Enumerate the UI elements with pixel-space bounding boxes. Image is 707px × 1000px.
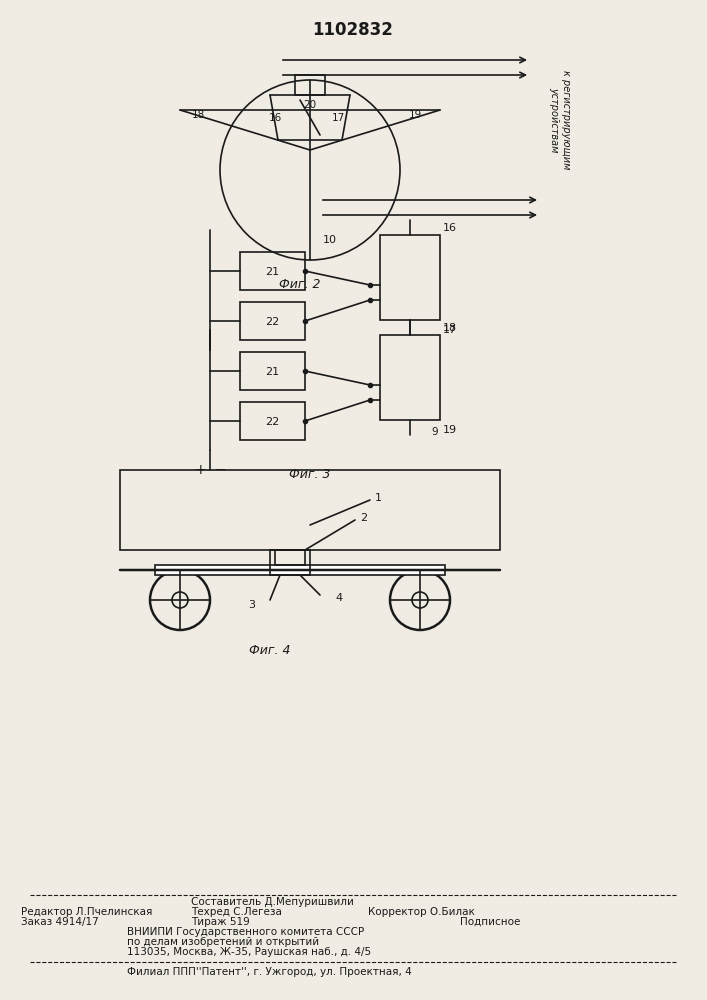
Text: Подписное: Подписное (460, 917, 520, 927)
Text: по делам изобретений и открытий: по делам изобретений и открытий (127, 937, 320, 947)
Text: 17: 17 (443, 325, 457, 335)
Text: 2: 2 (360, 513, 367, 523)
Text: 22: 22 (265, 417, 279, 427)
Text: 10: 10 (323, 235, 337, 245)
Bar (270, 550, 310, 575)
Text: Фиг. 3: Фиг. 3 (289, 468, 331, 482)
Bar (275, 550, 305, 565)
Text: 21: 21 (265, 367, 279, 377)
Bar (120, 470, 500, 550)
Text: 1102832: 1102832 (312, 21, 393, 39)
Text: 18: 18 (192, 110, 204, 120)
Bar (240, 402, 305, 440)
Bar (380, 335, 440, 420)
Text: Филиал ППП''Патент'', г. Ужгород, ул. Проектная, 4: Филиал ППП''Патент'', г. Ужгород, ул. Пр… (127, 967, 412, 977)
Bar (240, 302, 305, 340)
Text: Заказ 4914/17: Заказ 4914/17 (21, 917, 99, 927)
Text: 3: 3 (248, 600, 255, 610)
Text: Тираж 519: Тираж 519 (191, 917, 250, 927)
Text: 22: 22 (265, 317, 279, 327)
Text: Редактор Л.Пчелинская: Редактор Л.Пчелинская (21, 907, 153, 917)
Text: 16: 16 (443, 223, 457, 233)
Bar (240, 352, 305, 390)
Text: 20: 20 (303, 100, 317, 110)
Bar (155, 565, 445, 575)
Text: 19: 19 (409, 110, 421, 120)
Bar (295, 75, 325, 95)
Text: Составитель Д.Мепуришвили: Составитель Д.Мепуришвили (191, 897, 354, 907)
Text: −: − (214, 463, 226, 477)
Text: 19: 19 (443, 425, 457, 435)
Text: Фиг. 2: Фиг. 2 (279, 278, 321, 292)
Bar (240, 252, 305, 290)
Text: ВНИИПИ Государственного комитета СССР: ВНИИПИ Государственного комитета СССР (127, 927, 365, 937)
Text: 18: 18 (443, 323, 457, 333)
Text: 1: 1 (375, 493, 382, 503)
Text: Корректор О.Билак: Корректор О.Билак (368, 907, 474, 917)
Text: 17: 17 (332, 113, 344, 123)
Text: Фиг. 4: Фиг. 4 (250, 644, 291, 656)
Text: 4: 4 (335, 593, 342, 603)
Text: 9: 9 (432, 427, 438, 437)
Bar (380, 235, 440, 320)
Text: 113035, Москва, Ж-35, Раушская наб., д. 4/5: 113035, Москва, Ж-35, Раушская наб., д. … (127, 947, 371, 957)
Text: к регистрирующим
устройствам: к регистрирующим устройствам (549, 70, 571, 170)
Text: 16: 16 (269, 113, 281, 123)
Text: +: + (194, 463, 206, 477)
Text: Техред С.Легеза: Техред С.Легеза (191, 907, 282, 917)
Text: 21: 21 (265, 267, 279, 277)
